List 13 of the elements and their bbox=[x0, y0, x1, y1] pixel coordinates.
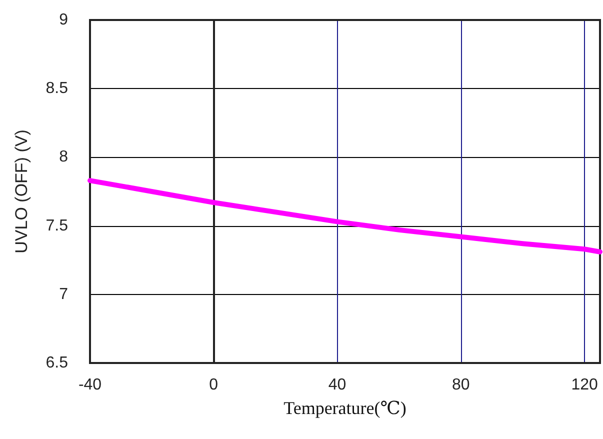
y-tick-label: 9 bbox=[59, 12, 68, 28]
x-tick-label: 40 bbox=[328, 376, 346, 394]
y-tick-label: 7 bbox=[59, 286, 68, 303]
y-tick-label: 8 bbox=[59, 148, 68, 166]
y-tick-label: 7.5 bbox=[46, 217, 68, 234]
y-tick-label: 8.5 bbox=[46, 80, 68, 98]
x-tick-label: 120 bbox=[571, 376, 598, 394]
y-axis-title: UVLO (OFF) (V) bbox=[12, 130, 31, 254]
x-tick-label: -40 bbox=[78, 376, 102, 394]
x-axis-title: Temperature(℃) bbox=[284, 398, 406, 418]
y-tick-label: 6.5 bbox=[46, 354, 68, 372]
x-tick-label: 80 bbox=[452, 376, 470, 394]
x-tick-label: 0 bbox=[209, 376, 218, 394]
